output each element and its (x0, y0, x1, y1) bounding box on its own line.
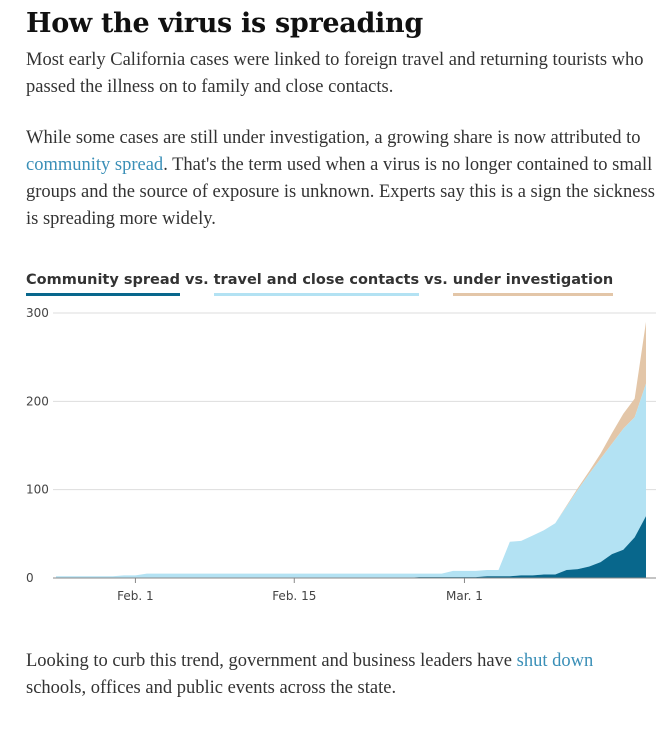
x-tick-label-21: Feb. 15 (272, 589, 316, 603)
legend-under-investigation: under investigation (452, 268, 614, 296)
shut-down-link[interactable]: shut down (516, 651, 594, 671)
para3-text-pre: Looking to curb this trend, government a… (26, 651, 517, 671)
page-title: How the virus is spreading (26, 8, 423, 39)
legend-vs-2: vs. (424, 272, 448, 288)
x-tick-label-7: Feb. 1 (117, 589, 154, 603)
para3-text-post: schools, offices and public events acros… (26, 678, 397, 698)
legend-vs-1: vs. (185, 272, 209, 288)
community-spread-link[interactable]: community spread (26, 155, 164, 175)
legend-travel-close-contacts: travel and close contacts (213, 268, 420, 296)
area-travel-close-contacts (56, 383, 646, 578)
intro-paragraph: Most early California cases were linked … (26, 50, 644, 97)
y-tick-label-300: 300 (26, 306, 49, 320)
para2-text-post: . That's the term used when a virus is n… (26, 155, 655, 229)
community-spread-paragraph: While some cases are still under investi… (26, 125, 656, 233)
para2-text-pre: While some cases are still under investi… (26, 128, 641, 148)
x-tick-label-36: Mar. 1 (446, 589, 483, 603)
y-tick-label-0: 0 (26, 571, 34, 585)
y-tick-label-100: 100 (26, 483, 49, 497)
legend-community-spread: Community spread (26, 268, 181, 296)
closing-paragraph: Looking to curb this trend, government a… (26, 648, 656, 702)
cases-area-chart: 0 100 200 300 Feb. 1 Feb. 15 Mar. 1 (26, 306, 656, 603)
chart-legend: Community spread vs. travel and close cont… (26, 268, 614, 296)
y-tick-label-200: 200 (26, 394, 49, 408)
area-community-spread (56, 516, 646, 578)
